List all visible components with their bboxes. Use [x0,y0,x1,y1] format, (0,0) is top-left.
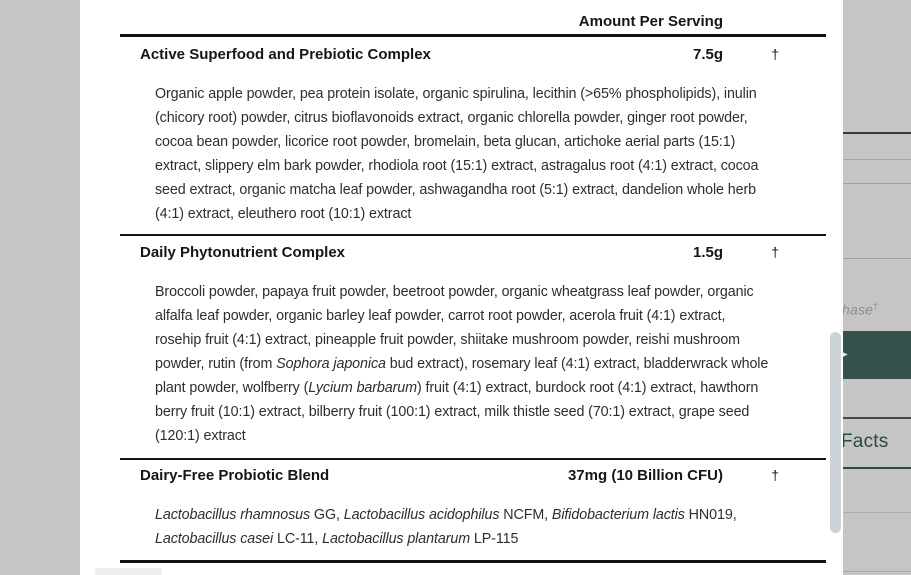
ingredient-complex-name: Dairy-Free Probiotic Blend [140,467,330,484]
bg-divider [843,132,911,134]
table-row: Active Superfood and Prebiotic Complex 7… [120,37,826,236]
ingredient-amount: 7.5g [692,46,723,63]
dagger-symbol: † [873,301,879,311]
dimmed-background-page: hase† ➤ Facts [841,0,911,575]
clipped-purchase-text: hase† [842,301,879,318]
bg-divider [843,571,911,572]
supplement-facts-accordion-label: Facts [841,431,889,452]
table-row: Dairy-Free Probiotic Blend 37mg (10 Bill… [120,460,826,563]
bg-divider [843,417,911,419]
ingredient-amount: 37mg (10 Billion CFU) [567,467,723,484]
ingredient-amount: 1.5g [692,244,723,261]
accordion-underline [843,467,911,469]
table-row: Daily Phytonutrient Complex 1.5g † Brocc… [120,236,826,460]
bg-divider [843,159,911,160]
modal-scrollbar-thumb[interactable] [830,332,841,533]
ingredient-complex-name: Daily Phytonutrient Complex [140,244,346,261]
bg-divider [843,183,911,184]
arrow-right-icon: ➤ [843,349,849,361]
supplement-facts-modal: Amount Per Serving Active Superfood and … [80,0,843,575]
daily-value-dagger: † [771,467,779,483]
clipped-element-artifact [95,568,162,575]
amount-per-serving-header: Amount Per Serving [120,0,826,37]
supplement-facts-table: Amount Per Serving Active Superfood and … [120,0,826,563]
ingredient-list: Broccoli powder, papaya fruit powder, be… [155,284,769,444]
ingredient-list: Lactobacillus rhamnosus GG, Lactobacillu… [155,507,737,547]
bg-divider [843,512,911,513]
ingredient-complex-name: Active Superfood and Prebiotic Complex [140,46,431,63]
daily-value-dagger: † [771,244,779,260]
ingredient-list: Organic apple powder, pea protein isolat… [155,86,759,222]
daily-value-dagger: † [771,46,779,62]
add-to-cart-button: ➤ [843,331,911,379]
bg-divider [843,258,911,259]
